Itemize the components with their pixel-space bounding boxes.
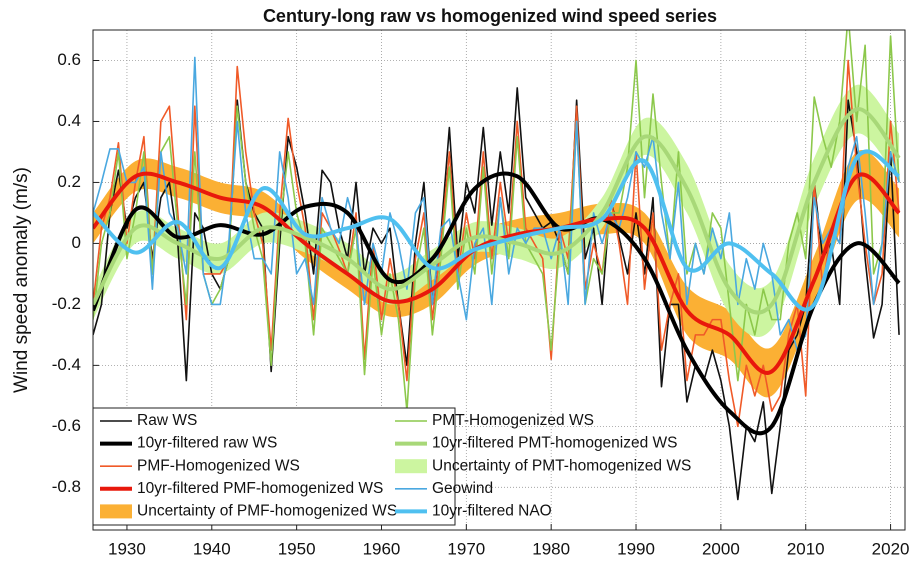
x-tick-label: 1930 bbox=[108, 539, 146, 558]
x-tick-label: 1970 bbox=[447, 539, 485, 558]
filtered-line bbox=[93, 107, 901, 315]
y-tick-label: -0.6 bbox=[52, 416, 81, 435]
legend-label: Uncertainty of PMF-homogenized WS bbox=[137, 502, 397, 519]
x-tick-label: 2010 bbox=[787, 539, 825, 558]
chart-title: Century-long raw vs homogenized wind spe… bbox=[263, 6, 717, 26]
x-tick-label: 2020 bbox=[872, 539, 910, 558]
y-tick-label: -0.4 bbox=[52, 355, 81, 374]
legend: Raw WS 10yr-filtered raw WS PMF-Homogenize… bbox=[92, 407, 691, 526]
filtered-line bbox=[93, 171, 901, 436]
legend-label: 10yr-filtered PMF-homogenized WS bbox=[137, 480, 383, 497]
x-tick-label: 2000 bbox=[702, 539, 740, 558]
x-tick-label: 1960 bbox=[363, 539, 401, 558]
y-tick-label: 0 bbox=[72, 233, 81, 252]
x-tick-label: 1950 bbox=[278, 539, 316, 558]
y-tick-label: 0.6 bbox=[57, 50, 81, 69]
filtered-line bbox=[93, 171, 901, 375]
grid: -0.8 -0.6 -0.4 -0.2 0 0.2 0.4 0.6 1930 1940 1950 19… bbox=[52, 30, 910, 558]
legend-label: PMT-Homogenized WS bbox=[432, 412, 594, 429]
y-tick-label: -0.8 bbox=[52, 477, 81, 496]
legend-label: 10yr-filtered raw WS bbox=[137, 435, 277, 452]
legend-label: PMF-Homogenized WS bbox=[137, 457, 300, 474]
x-tick-label: 1940 bbox=[193, 539, 231, 558]
legend-swatch bbox=[100, 504, 132, 519]
y-tick-label: 0.2 bbox=[57, 172, 81, 191]
legend-label: Uncertainty of PMT-homogenized WS bbox=[432, 457, 691, 474]
y-tick-label: -0.2 bbox=[52, 294, 81, 313]
y-tick-label: 0.4 bbox=[57, 111, 81, 130]
x-tick-label: 1980 bbox=[532, 539, 570, 558]
data bbox=[93, 30, 901, 501]
legend-label: 10yr-filtered NAO bbox=[432, 502, 552, 519]
legend-swatch bbox=[395, 459, 427, 474]
legend-box bbox=[92, 407, 456, 526]
x-tick-label: 1990 bbox=[617, 539, 655, 558]
legend-label: Geowind bbox=[432, 480, 493, 497]
filtered-line bbox=[93, 149, 901, 312]
legend-label: 10yr-filtered PMT-homogenized WS bbox=[432, 435, 678, 452]
y-axis-label: Wind speed anomaly (m/s) bbox=[11, 167, 32, 393]
plot-frame bbox=[92, 29, 906, 531]
legend-label: Raw WS bbox=[137, 412, 197, 429]
